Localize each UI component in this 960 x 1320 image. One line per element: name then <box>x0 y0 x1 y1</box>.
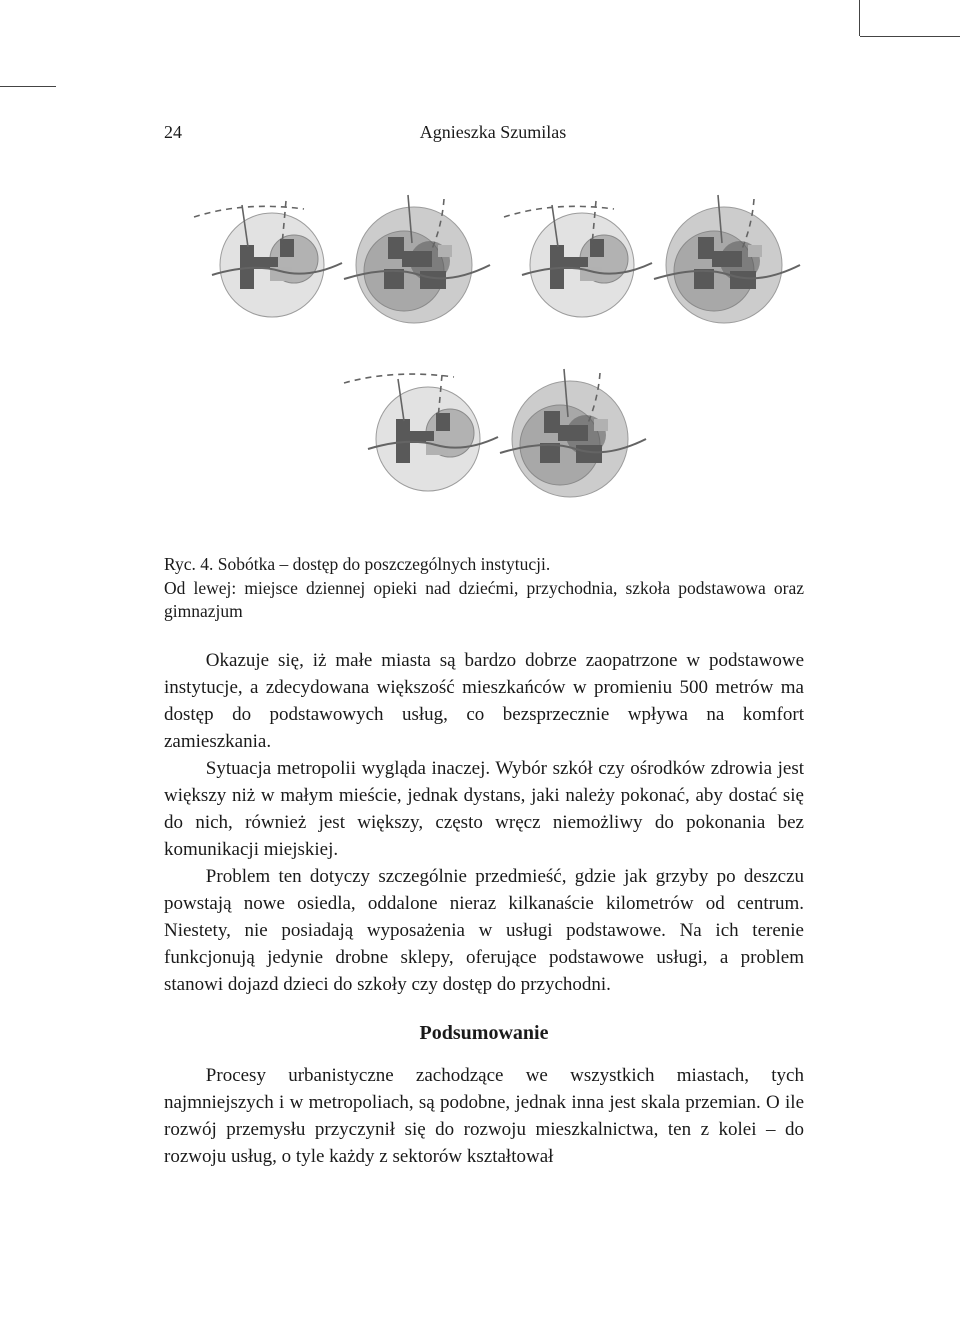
crop-mark-left-h <box>0 86 56 87</box>
panel-bottom <box>344 369 646 497</box>
para-1: Okazuje się, iż małe miasta są bardzo do… <box>164 648 804 756</box>
crop-mark-top-v <box>859 0 860 36</box>
content-block: 24 Agnieszka Szumilas <box>164 122 804 1171</box>
crop-mark-top-h <box>860 36 960 37</box>
para-3: Problem ten dotyczy szczególnie przedmie… <box>164 864 804 999</box>
caption-rest: Od lewej: miejsce dziennej opieki nad dz… <box>164 578 804 622</box>
caption-lead: Ryc. 4. Sobótka – dostęp do poszczególny… <box>164 554 550 574</box>
panel-top-left <box>194 195 490 323</box>
figure-4 <box>164 173 804 531</box>
section-heading: Podsumowanie <box>164 1022 804 1045</box>
page-number: 24 <box>164 122 182 143</box>
para-4: Procesy urbanistyczne zachodzące we wszy… <box>164 1063 804 1171</box>
page: 24 Agnieszka Szumilas <box>0 0 960 1320</box>
running-head: 24 Agnieszka Szumilas <box>164 122 804 143</box>
para-2: Sytuacja metropolii wygląda inaczej. Wyb… <box>164 756 804 864</box>
body-text-2: Procesy urbanistyczne zachodzące we wszy… <box>164 1063 804 1171</box>
panel-top-right <box>504 195 800 323</box>
figure-caption: Ryc. 4. Sobótka – dostęp do poszczególny… <box>164 553 804 624</box>
running-author: Agnieszka Szumilas <box>182 122 804 143</box>
figure-svg <box>164 173 804 531</box>
body-text: Okazuje się, iż małe miasta są bardzo do… <box>164 648 804 999</box>
